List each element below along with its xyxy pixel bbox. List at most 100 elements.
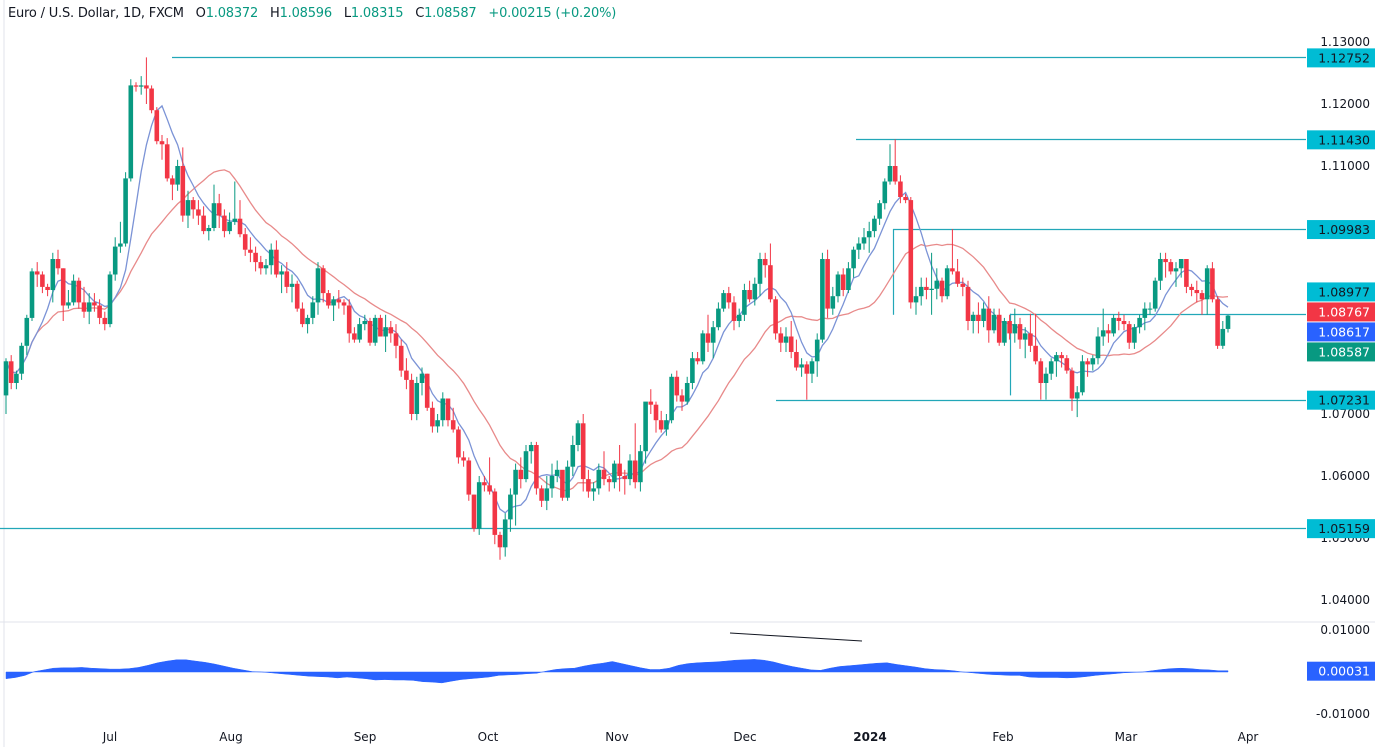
candle — [263, 259, 269, 275]
candle — [684, 376, 690, 405]
price-tag-level[interactable] — [1307, 220, 1375, 240]
price-tag-ma_slow[interactable] — [1307, 302, 1375, 322]
candle — [768, 243, 773, 303]
price-tag-label: 1.08767 — [1318, 304, 1370, 319]
candle — [908, 197, 914, 309]
candle — [612, 460, 617, 489]
candle-body — [1137, 317, 1142, 328]
candle — [804, 361, 810, 400]
candle — [700, 330, 706, 365]
price-tag-level[interactable] — [1307, 519, 1375, 539]
candle — [1002, 317, 1007, 346]
candle — [981, 302, 986, 328]
osc-current-tag[interactable] — [1307, 661, 1375, 681]
candle-body — [414, 383, 420, 414]
candle-body — [560, 469, 565, 498]
candle — [1100, 308, 1106, 346]
candle-body — [66, 302, 71, 306]
candle — [1064, 355, 1070, 374]
candle — [1080, 355, 1085, 396]
candle-body — [149, 88, 154, 111]
candle — [695, 352, 700, 365]
moving-averages — [5, 104, 1229, 514]
candle-body — [268, 249, 274, 266]
candle — [903, 193, 908, 204]
candle — [227, 212, 232, 235]
candle — [1085, 358, 1090, 377]
candle — [1152, 277, 1158, 312]
candle-body — [1158, 259, 1163, 281]
candle — [814, 333, 820, 377]
candle — [1137, 314, 1142, 334]
candle — [1033, 313, 1038, 365]
price-tag-last[interactable] — [1307, 342, 1375, 362]
candle — [580, 414, 586, 492]
price-tag-level[interactable] — [1307, 282, 1375, 302]
candle — [861, 228, 867, 250]
candle-body — [1007, 321, 1012, 334]
candle-body — [1085, 361, 1090, 365]
candle-body — [653, 404, 659, 421]
candle — [482, 476, 487, 492]
price-tag-level[interactable] — [1307, 48, 1375, 68]
candle-body — [216, 203, 222, 216]
candle-body — [1100, 330, 1106, 337]
candle-body — [424, 373, 430, 408]
candle — [326, 290, 331, 309]
price-tag-ma_fast[interactable] — [1307, 322, 1375, 342]
candle-body — [404, 370, 409, 380]
candle — [970, 311, 976, 334]
oscillator-axis[interactable]: 0.01000 -0.01000 0.00031 — [1307, 623, 1375, 721]
candle — [112, 237, 118, 281]
candle — [736, 308, 742, 328]
candle — [1194, 280, 1200, 303]
candle — [851, 246, 856, 278]
candle — [8, 355, 14, 390]
candle-body — [1017, 324, 1023, 340]
candle-body — [315, 268, 321, 303]
candle — [596, 463, 602, 495]
candle — [820, 252, 825, 343]
horizontal-levels[interactable] — [0, 56, 1306, 530]
price-tick-label: 1.13000 — [1320, 35, 1370, 49]
candle — [549, 463, 555, 498]
candle-body — [840, 274, 846, 290]
candle-body — [450, 420, 456, 430]
candle-body — [175, 166, 180, 185]
candle-body — [19, 345, 24, 374]
time-axis[interactable]: Jul Aug Sep Oct Nov Dec 2024 Feb Mar Apr — [102, 730, 1259, 744]
candle — [710, 321, 716, 359]
candle-body — [456, 429, 461, 458]
candle — [1199, 290, 1205, 315]
price-tag-level[interactable] — [1307, 130, 1375, 150]
candle — [690, 352, 695, 390]
candle-body — [1090, 358, 1096, 365]
price-tag-level[interactable] — [1307, 390, 1375, 410]
candle-body — [1106, 330, 1111, 334]
candle-body — [1152, 280, 1158, 309]
candle-body — [258, 262, 264, 269]
candle — [1215, 296, 1220, 349]
candle — [409, 373, 414, 421]
candle-body — [1054, 355, 1059, 362]
candle — [898, 175, 903, 204]
candle — [445, 398, 451, 427]
candle-body — [242, 234, 248, 250]
candle-body — [950, 268, 955, 272]
candle — [554, 460, 560, 483]
candle — [1220, 321, 1226, 349]
candle-body — [248, 249, 253, 253]
candle-body — [393, 333, 399, 346]
candle — [14, 370, 19, 390]
candle — [1111, 314, 1116, 337]
candle-body — [263, 265, 269, 269]
candle-body — [310, 302, 316, 318]
price-tick-label: 1.04000 — [1320, 593, 1370, 607]
candle — [892, 139, 898, 185]
candle-body — [710, 327, 716, 343]
price-axis[interactable]: 1.130001.120001.110001.100001.090001.080… — [1307, 35, 1375, 607]
candle — [144, 57, 149, 104]
candle-body — [929, 288, 934, 290]
candle — [149, 85, 154, 114]
